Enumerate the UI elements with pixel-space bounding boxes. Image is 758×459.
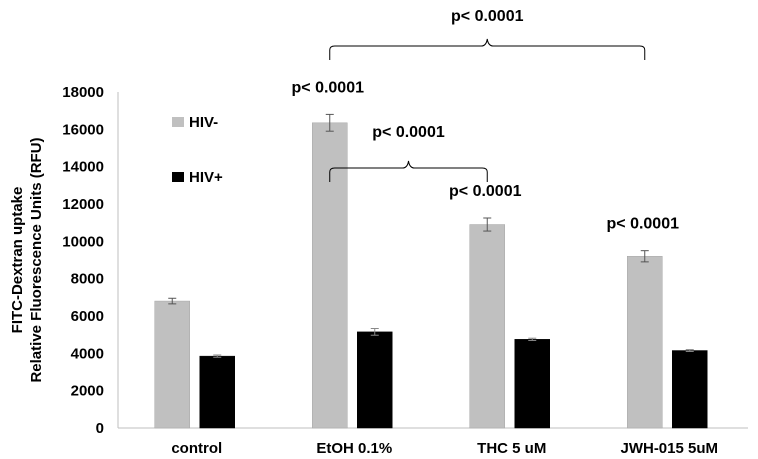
y-axis-label-line-1: FITC-Dextran uptake bbox=[9, 187, 26, 334]
legend-label: HIV- bbox=[189, 114, 218, 131]
y-tick-label: 6000 bbox=[71, 308, 104, 325]
bar-layer bbox=[154, 113, 708, 429]
annotation-layer: p< 0.0001 p< 0.0001 p< 0.0001 p< 0.0001 p< 0… bbox=[292, 8, 680, 233]
legend-swatch bbox=[172, 172, 184, 182]
bar-hiv-neg bbox=[312, 122, 348, 429]
y-tick-label: 12000 bbox=[62, 196, 104, 213]
x-tick-label: JWH-015 5uM bbox=[620, 440, 718, 457]
y-tick-label: 2000 bbox=[71, 383, 104, 400]
bar-hiv-pos bbox=[514, 339, 550, 429]
y-tick-label: 0 bbox=[96, 420, 104, 437]
legend: HIV- HIV+ bbox=[172, 114, 223, 186]
y-tick-label: 10000 bbox=[62, 233, 104, 250]
y-tick-label: 16000 bbox=[62, 121, 104, 138]
x-tick-label: control bbox=[171, 440, 222, 457]
axis-layer: 0 2000 4000 6000 8000 10000 12000 14000 16000 180… bbox=[62, 84, 748, 457]
x-tick-label: EtOH 0.1% bbox=[316, 440, 392, 457]
legend-swatch bbox=[172, 117, 184, 127]
p-value-annotation: p< 0.0001 bbox=[449, 183, 522, 200]
bar-hiv-neg bbox=[154, 300, 190, 429]
bar-hiv-pos bbox=[357, 331, 393, 429]
y-tick-label: 14000 bbox=[62, 159, 104, 176]
y-axis-label-line-2: Relative Fluorescence Units (RFU) bbox=[28, 137, 45, 382]
bar-hiv-pos bbox=[199, 355, 235, 429]
bar-hiv-neg bbox=[469, 224, 505, 429]
significance-bracket bbox=[329, 38, 646, 60]
x-tick-label: THC 5 uM bbox=[477, 440, 546, 457]
p-value-annotation: p< 0.0001 bbox=[607, 216, 680, 233]
bar-hiv-pos bbox=[672, 350, 708, 429]
p-value-annotation: p< 0.0001 bbox=[451, 8, 524, 25]
p-value-annotation: p< 0.0001 bbox=[292, 79, 365, 96]
y-tick-label: 4000 bbox=[71, 345, 104, 362]
y-tick-label: 8000 bbox=[71, 271, 104, 288]
bar-hiv-neg bbox=[627, 256, 663, 429]
y-tick-label: 18000 bbox=[62, 84, 104, 101]
significance-bracket bbox=[329, 160, 488, 182]
legend-label: HIV+ bbox=[189, 169, 223, 186]
p-value-annotation: p< 0.0001 bbox=[372, 124, 445, 141]
